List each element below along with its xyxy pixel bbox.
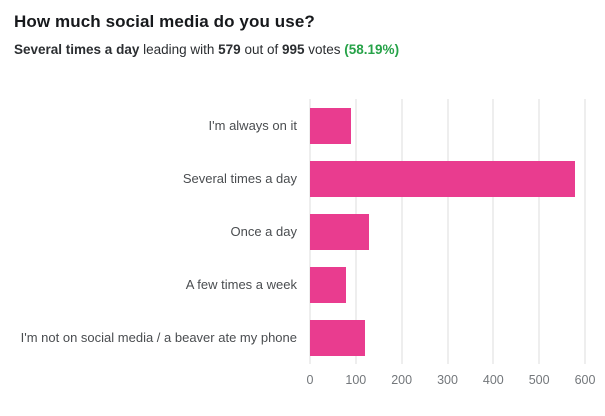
category-label: I'm not on social media / a beaver ate m… <box>20 330 297 345</box>
bar <box>310 266 346 303</box>
category-label: A few times a week <box>185 277 297 292</box>
leading-percentage: (58.19%) <box>344 42 400 57</box>
gridline <box>538 99 540 364</box>
category-label: Once a day <box>230 224 298 239</box>
bar-row <box>310 99 585 152</box>
gridline <box>492 99 494 364</box>
bar-row <box>310 152 585 205</box>
x-tick-label: 300 <box>437 373 458 387</box>
summary-text-3: votes <box>304 42 345 57</box>
x-axis: 0 100 200 300 400 500 600 <box>306 364 596 394</box>
summary-text-2: out of <box>240 42 282 57</box>
x-tick-label: 600 <box>574 373 596 387</box>
category-labels: I'm always on it Several times a day Once … <box>14 99 310 364</box>
bar-row <box>310 205 585 258</box>
bar <box>310 107 352 144</box>
x-tick-label: 400 <box>482 373 504 387</box>
bar <box>310 213 369 250</box>
gridline <box>584 99 586 364</box>
gridline <box>401 99 403 364</box>
bar-chart: I'm always on it Several times a day Once … <box>14 99 596 394</box>
summary-text-1: leading with <box>139 42 219 57</box>
bar-row <box>310 311 585 364</box>
category-label: I'm always on it <box>208 118 297 133</box>
leading-option-text: Several times a day <box>14 42 140 57</box>
bar <box>310 319 365 356</box>
bar-row <box>310 258 585 311</box>
x-tick-label: 200 <box>391 373 413 387</box>
page-title: How much social media do you use? <box>14 12 315 31</box>
x-tick-label: 100 <box>345 373 367 387</box>
bar <box>310 160 576 197</box>
x-tick-label: 0 <box>306 373 314 387</box>
x-tick-label: 500 <box>528 373 550 387</box>
poll-summary: Several times a day leading with 579 out… <box>14 42 585 57</box>
plot-area <box>309 99 586 364</box>
total-votes-count: 995 <box>281 42 305 57</box>
category-label: Several times a day <box>182 171 297 186</box>
leading-votes-count: 579 <box>218 42 241 57</box>
gridline <box>447 99 448 364</box>
